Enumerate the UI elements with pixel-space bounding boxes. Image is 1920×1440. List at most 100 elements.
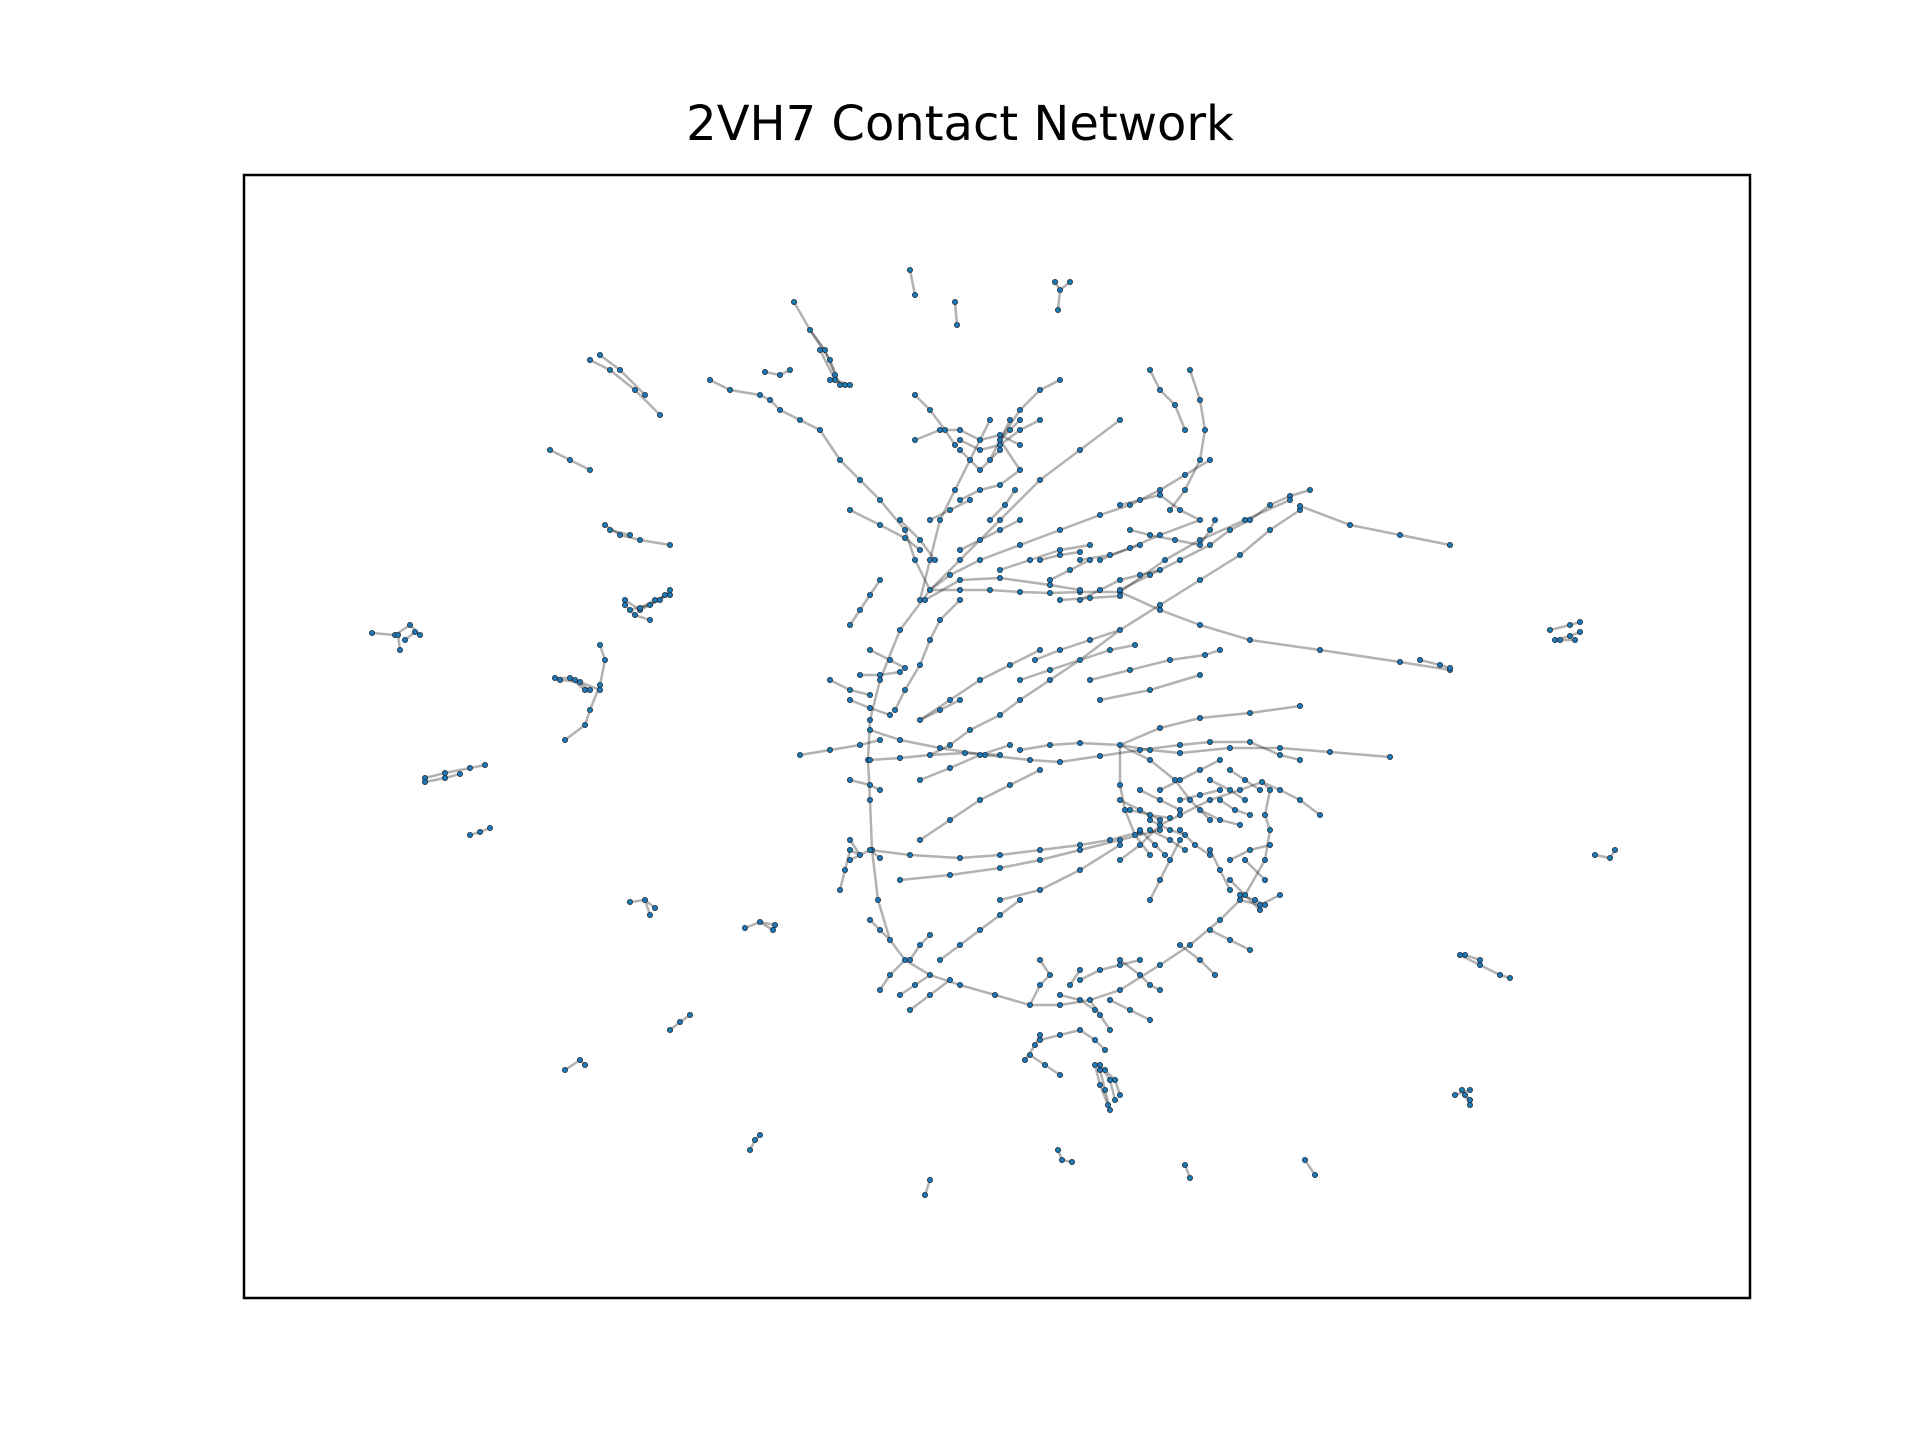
network-node (1197, 622, 1204, 629)
network-edge (999, 433, 1021, 447)
network-node (1317, 647, 1324, 654)
network-node (1237, 822, 1244, 829)
network-edge (1049, 590, 1081, 595)
network-node (1417, 657, 1424, 664)
network-node (1217, 797, 1224, 804)
network-node (922, 597, 929, 604)
network-node (562, 737, 569, 744)
network-node (557, 677, 564, 684)
network-node (1077, 977, 1084, 984)
network-node (1117, 416, 1124, 423)
network-node (957, 577, 964, 584)
network-node (1107, 1077, 1114, 1084)
network-node (857, 852, 864, 859)
network-node (1057, 286, 1064, 293)
network-node (1132, 642, 1139, 649)
network-node (1117, 797, 1124, 804)
network-node (1167, 506, 1174, 513)
network-edge (1319, 648, 1401, 664)
network-node (1462, 952, 1469, 959)
network-edge (1019, 590, 1051, 595)
network-edge (1049, 568, 1071, 582)
network-node (1307, 486, 1314, 493)
network-edge (589, 358, 611, 372)
network-edge (1039, 449, 1081, 481)
network-edge (959, 576, 1001, 582)
network-node (1117, 593, 1124, 600)
network-edge (1129, 1008, 1151, 1022)
network-node (1032, 1042, 1039, 1049)
network-edge (1159, 943, 1191, 967)
network-node (1197, 542, 1204, 549)
network-edge (848, 839, 862, 856)
network-node (1137, 842, 1144, 849)
network-edge (1219, 818, 1241, 827)
network-node (632, 386, 639, 393)
network-edge (999, 469, 1021, 486)
network-node (1112, 1077, 1119, 1084)
network-edge (1129, 528, 1151, 537)
network-node (1077, 1027, 1084, 1034)
network-edge (1059, 754, 1101, 764)
network-edge (1108, 1079, 1117, 1101)
network-edge (1199, 623, 1251, 642)
network-node (1207, 797, 1214, 804)
network-edge (999, 429, 1021, 446)
network-node (1227, 787, 1234, 794)
network-edge (889, 939, 906, 961)
network-node (1047, 972, 1054, 979)
network-edge (918, 559, 932, 601)
network-node (1077, 847, 1084, 854)
network-node (1117, 587, 1124, 594)
network-edge (919, 766, 951, 782)
network-edge (1089, 988, 1121, 1002)
network-node (1297, 703, 1304, 710)
network-edge (1139, 788, 1161, 802)
network-edge (1099, 748, 1141, 758)
network-edge (1261, 780, 1281, 792)
network-edge (994, 993, 1031, 1007)
network-node (1117, 857, 1124, 864)
network-node (977, 486, 984, 493)
network-node (1232, 807, 1239, 814)
network-node (770, 927, 777, 934)
network-edge (1003, 489, 1017, 506)
network-node (1347, 522, 1354, 529)
network-edge (914, 428, 941, 442)
network-node (1157, 725, 1164, 732)
network-node (1007, 662, 1014, 669)
network-node (1097, 967, 1104, 974)
network-edge (1179, 829, 1196, 846)
network-node (987, 456, 994, 463)
network-node (857, 672, 864, 679)
network-node (927, 406, 934, 413)
network-node (1467, 1087, 1474, 1094)
network-node (1237, 552, 1244, 559)
network-edge (619, 369, 646, 396)
network-edge (1019, 678, 1051, 702)
network-edge (779, 408, 801, 422)
network-edge (999, 558, 1031, 572)
network-node (1572, 637, 1579, 644)
network-node (947, 742, 954, 749)
network-edge (1169, 838, 1186, 852)
network-node (912, 391, 919, 398)
network-edge (1229, 848, 1251, 862)
network-edge (1028, 984, 1042, 1006)
network-node (892, 707, 899, 714)
network-edge (858, 594, 872, 611)
network-node (887, 937, 894, 944)
network-node (1147, 757, 1154, 764)
network-edge (1168, 839, 1182, 861)
network-node (1157, 607, 1164, 614)
network-edge (869, 706, 891, 717)
network-node (1317, 812, 1324, 819)
network-edge (1479, 963, 1501, 977)
network-edge (1249, 740, 1281, 757)
network-edge (1209, 928, 1231, 942)
network-edge (1039, 843, 1081, 852)
network-node (1302, 1157, 1309, 1164)
network-node (1277, 892, 1284, 899)
network-edge (1079, 648, 1111, 662)
